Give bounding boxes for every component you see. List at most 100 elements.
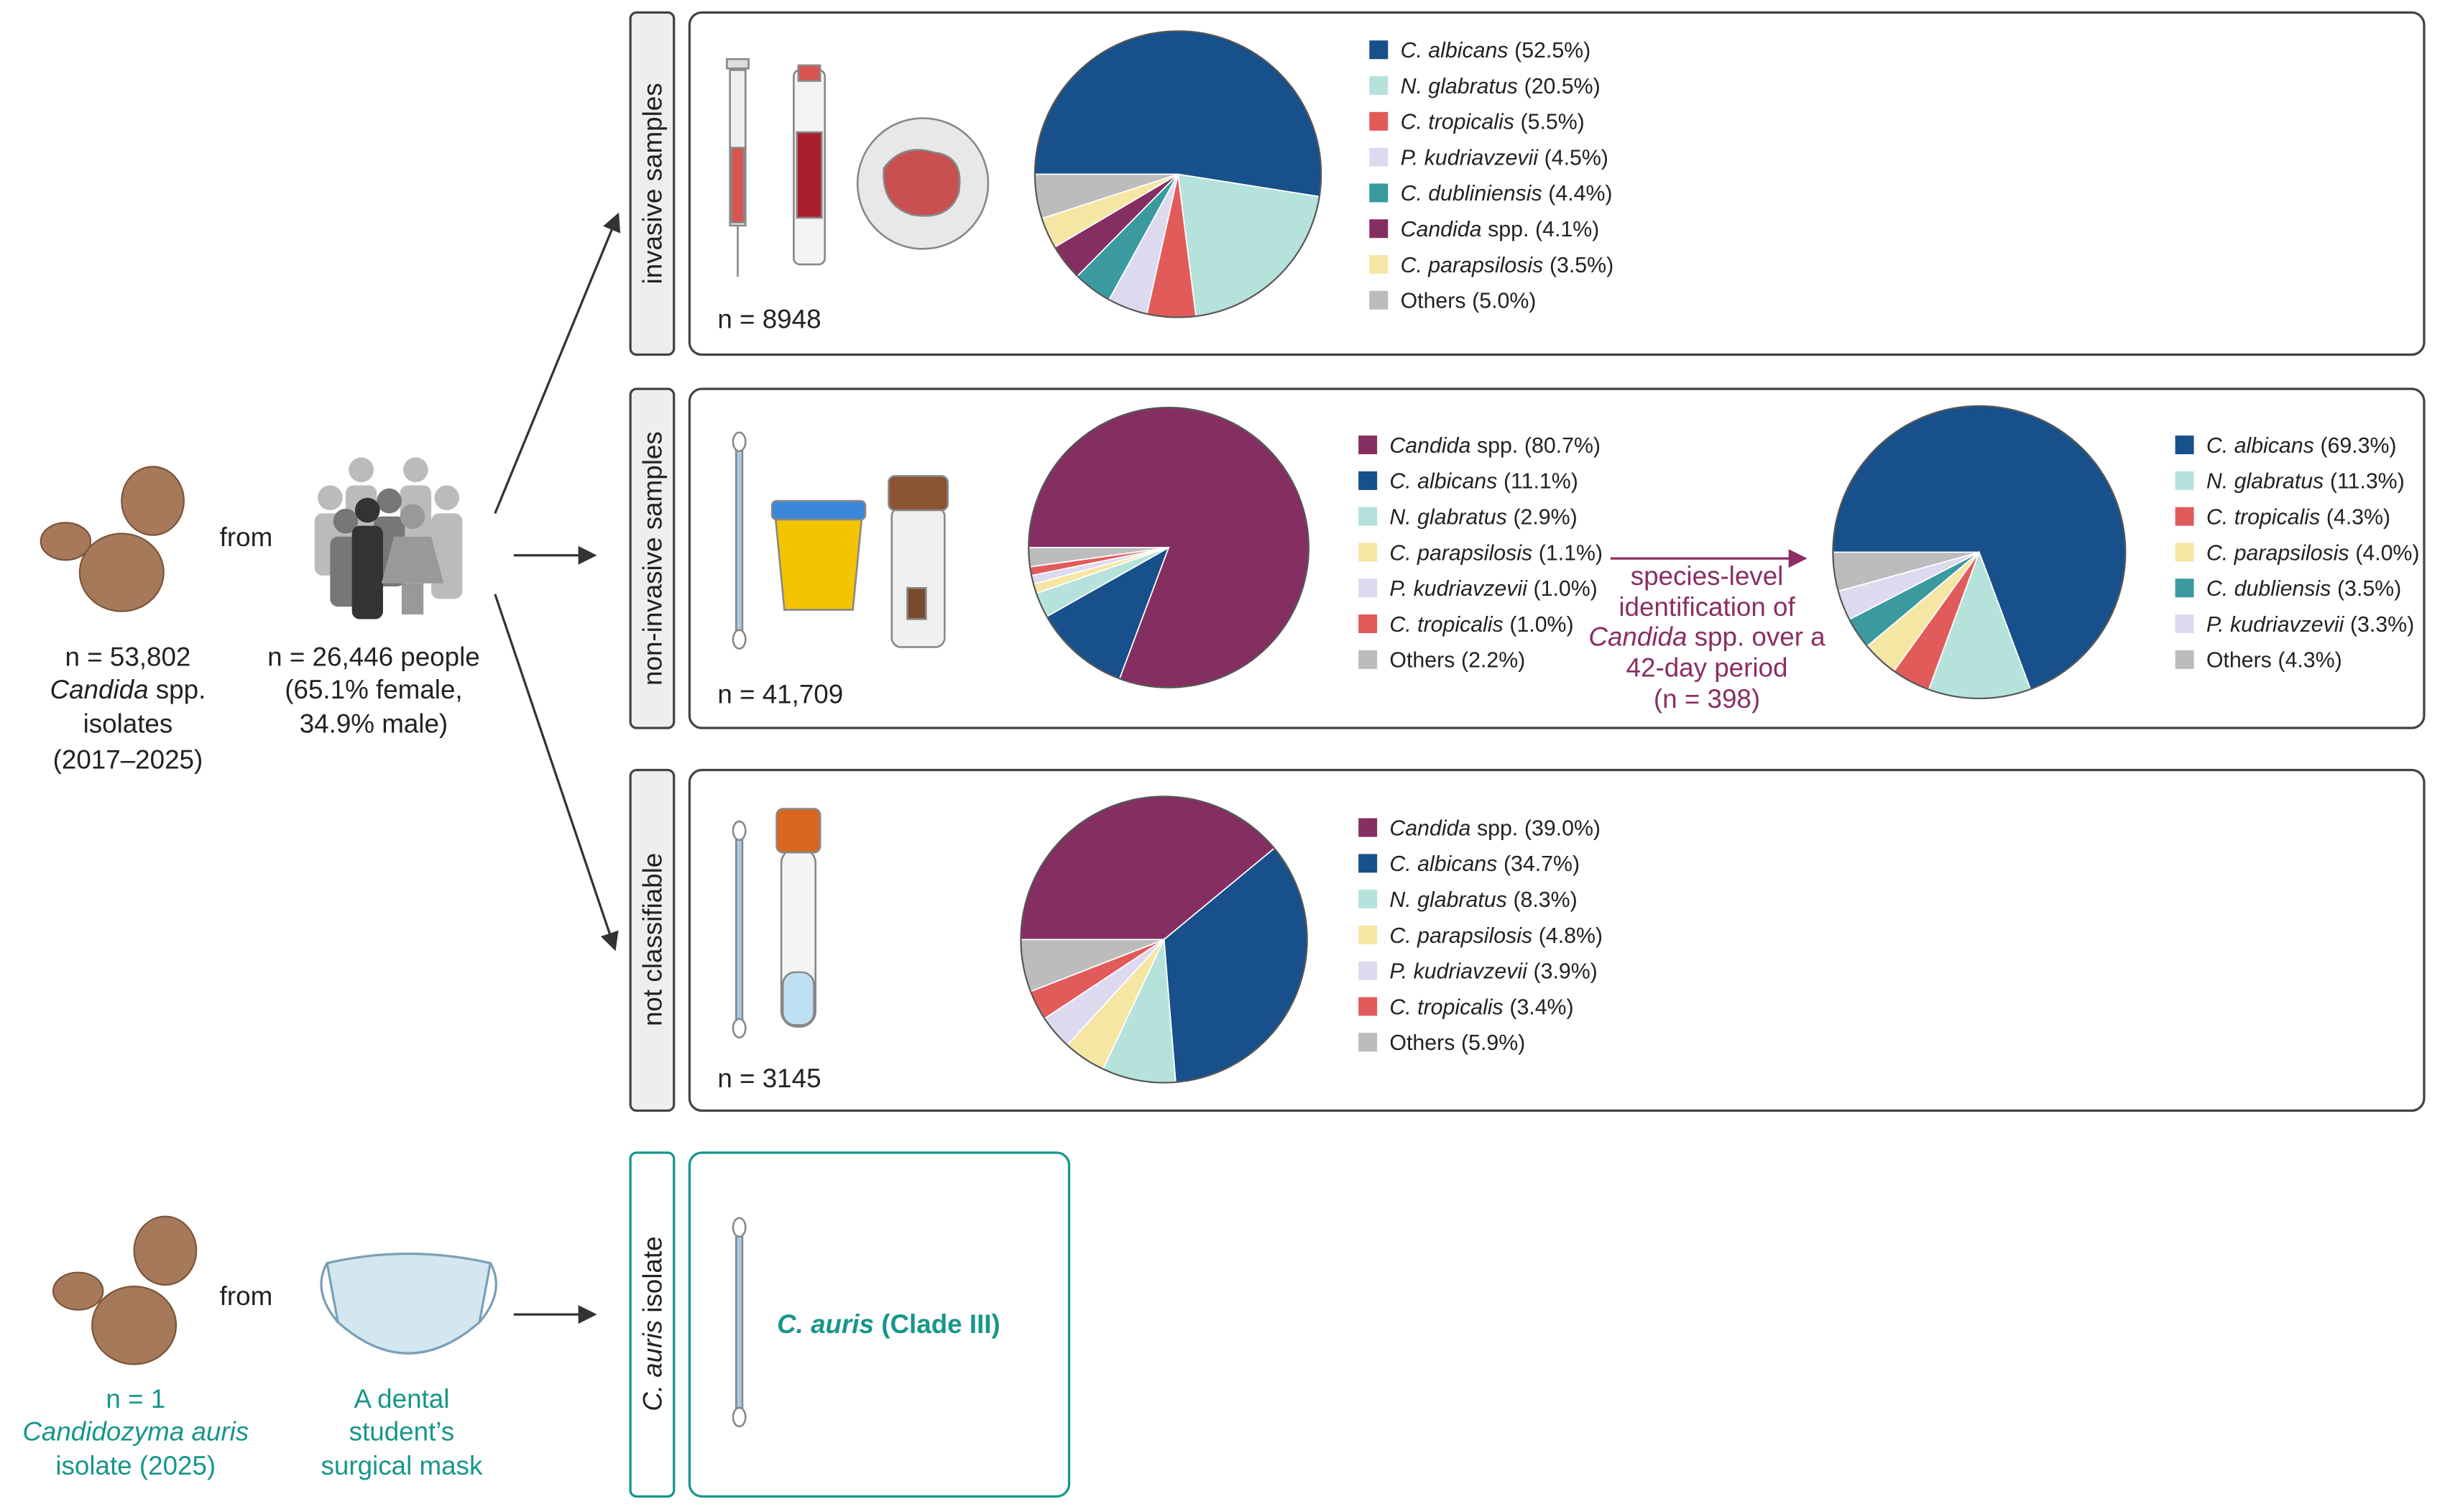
legend-swatch bbox=[1358, 578, 1378, 598]
svg-text:42-day period: 42-day period bbox=[1626, 653, 1788, 683]
value-label: (11.1%) bbox=[1504, 470, 1578, 494]
panel-label: non-invasive samples bbox=[637, 431, 667, 686]
species-name: C. tropicalis bbox=[1401, 111, 1514, 134]
species-name: C. dubliniensis bbox=[1401, 182, 1542, 206]
value-label: (5.5%) bbox=[1521, 111, 1585, 134]
value-label: (5.9%) bbox=[1461, 1031, 1525, 1055]
value-label: (2.9%) bbox=[1513, 505, 1577, 529]
species-name: C. parapsilosis bbox=[1389, 541, 1532, 565]
legend-entry: Candida spp. (80.7%) bbox=[1389, 434, 1601, 458]
n-count: n = 8948 bbox=[717, 305, 821, 334]
value-label: (4.1%) bbox=[1535, 218, 1599, 241]
species-name: Candida bbox=[1389, 816, 1470, 840]
legend-entry: Others (5.9%) bbox=[1389, 1031, 1525, 1055]
yeast-icon bbox=[40, 466, 198, 1365]
arrows bbox=[494, 212, 1808, 1324]
value-label: (3.5%) bbox=[2337, 577, 2401, 601]
legend-swatch bbox=[1369, 219, 1389, 239]
legend-entry: Others (2.2%) bbox=[1389, 649, 1525, 673]
species-name: C. parapsilosis bbox=[1401, 254, 1544, 277]
legend-entry: C. albicans (69.3%) bbox=[2206, 434, 2397, 458]
species-name: spp. bbox=[1488, 218, 1529, 241]
species-name: Candida bbox=[1389, 434, 1470, 458]
value-label: (4.0%) bbox=[2355, 541, 2419, 565]
legend-swatch bbox=[1358, 543, 1378, 562]
legend-entry: N. glabratus (2.9%) bbox=[1389, 505, 1577, 529]
svg-text:n = 26,446 people: n = 26,446 people bbox=[267, 642, 480, 671]
species-name: C. albicans bbox=[1389, 470, 1497, 494]
legend-swatch bbox=[1358, 507, 1378, 526]
value-label: (3.3%) bbox=[2350, 613, 2414, 637]
svg-text:isolate (2025): isolate (2025) bbox=[55, 1451, 216, 1480]
panel-label: invasive samples bbox=[637, 83, 667, 284]
legend-entry: C. albicans (34.7%) bbox=[1389, 852, 1580, 876]
legend-entry: P. kudriavzevii (3.3%) bbox=[2206, 613, 2414, 637]
legend-swatch bbox=[2175, 435, 2194, 455]
legend-entry: C. parapsilosis (1.1%) bbox=[1389, 541, 1603, 565]
pie-outline bbox=[1033, 30, 1322, 318]
legend-swatch bbox=[1369, 111, 1389, 131]
species-name: P. kudriavzevii bbox=[1401, 146, 1539, 170]
species-name: P. kudriavzevii bbox=[1389, 960, 1528, 984]
legend-swatch bbox=[2175, 614, 2194, 633]
legend-entry: Candida spp. (39.0%) bbox=[1389, 816, 1601, 840]
value-label: (3.9%) bbox=[1534, 960, 1598, 984]
species-name: N. glabratus bbox=[2206, 470, 2324, 494]
mask-icon bbox=[320, 1253, 497, 1355]
svg-text:isolates: isolates bbox=[83, 709, 173, 739]
legend-entry: P. kudriavzevii (4.5%) bbox=[1401, 146, 1608, 170]
result: C. auris (Clade III) bbox=[777, 1309, 1000, 1339]
arrow-text: species-level identification of Candida … bbox=[1588, 561, 1826, 714]
value-label: (3.5%) bbox=[1550, 254, 1613, 277]
value-label: (4.3%) bbox=[2278, 649, 2342, 673]
legend-swatch bbox=[1358, 650, 1378, 669]
svg-text:(n = 398): (n = 398) bbox=[1654, 684, 1760, 714]
svg-text:from: from bbox=[220, 1281, 273, 1311]
value-label: (3.4%) bbox=[1509, 995, 1573, 1019]
value-label: (69.3%) bbox=[2320, 434, 2396, 458]
legend-swatch bbox=[1369, 183, 1389, 203]
legend-entry: N. glabratus (8.3%) bbox=[1389, 888, 1577, 912]
legend-entry: C. parapsilosis (4.8%) bbox=[1389, 924, 1603, 948]
pie-outline bbox=[1832, 405, 2127, 699]
panel-label: not classifiable bbox=[637, 853, 667, 1026]
legend-swatch bbox=[2175, 507, 2194, 526]
value-label: (4.5%) bbox=[1544, 146, 1608, 170]
legend-swatch bbox=[2175, 471, 2194, 490]
value-label: (52.5%) bbox=[1514, 39, 1590, 63]
species-name: N. glabratus bbox=[1401, 75, 1518, 98]
legend-entry: N. glabratus (11.3%) bbox=[2206, 470, 2405, 494]
svg-text:Candidozyma auris: Candidozyma auris bbox=[22, 1416, 249, 1446]
legend-entry: C. parapsilosis (3.5%) bbox=[1401, 254, 1614, 277]
svg-text:Candida spp.: Candida spp. bbox=[50, 675, 206, 704]
value-label: (1.0%) bbox=[1534, 577, 1598, 601]
legend-entry: C. albicans (52.5%) bbox=[1401, 39, 1591, 63]
legend-swatch bbox=[1358, 961, 1378, 980]
legend-swatch bbox=[2175, 578, 2194, 598]
panel-label: C. auris isolate bbox=[637, 1236, 667, 1411]
value-label: (4.8%) bbox=[1539, 924, 1603, 948]
svg-text:A dental: A dental bbox=[354, 1384, 449, 1414]
pie-outline bbox=[1028, 407, 1309, 688]
svg-text:species-level: species-level bbox=[1631, 561, 1784, 591]
svg-text:from: from bbox=[220, 522, 273, 552]
svg-text:(2017–2025): (2017–2025) bbox=[53, 745, 203, 774]
legend-swatch bbox=[1358, 471, 1378, 490]
species-name: spp. bbox=[1477, 434, 1518, 458]
species-name: P. kudriavzevii bbox=[2206, 613, 2345, 637]
legend-swatch bbox=[1358, 614, 1378, 633]
value-label: (80.7%) bbox=[1524, 434, 1601, 458]
species-name: C. albicans bbox=[1389, 852, 1497, 876]
legend-swatch bbox=[2175, 543, 2194, 562]
legend-swatch bbox=[1358, 818, 1378, 837]
species-name: C. parapsilosis bbox=[2206, 541, 2349, 565]
legend-swatch bbox=[1369, 290, 1389, 310]
legend-entry: C. dubliensis (3.5%) bbox=[2206, 577, 2401, 601]
people-icon bbox=[314, 457, 463, 619]
legend-entry: N. glabratus (20.5%) bbox=[1401, 75, 1601, 98]
legend-entry: Others (5.0%) bbox=[1401, 290, 1537, 313]
species-name: C. dubliensis bbox=[2206, 577, 2331, 601]
legend-swatch bbox=[1369, 147, 1389, 167]
legend-entry: C. tropicalis (4.3%) bbox=[2206, 505, 2390, 529]
